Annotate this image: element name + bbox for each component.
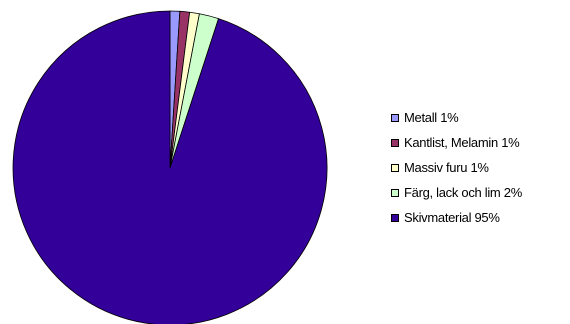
legend-item-0: Metall 1% [391, 105, 522, 130]
legend-swatch [391, 188, 399, 197]
legend-item-1: Kantlist, Melamin 1% [391, 130, 522, 155]
legend-swatch [391, 213, 399, 222]
pie-slice-4 [12, 10, 328, 324]
legend-item-3: Färg, lack och lim 2% [391, 180, 522, 205]
pie-slices [12, 10, 328, 324]
legend-swatch [391, 163, 399, 172]
legend: Metall 1% Kantlist, Melamin 1% Massiv furu… [391, 105, 522, 230]
legend-label: Skivmaterial 95% [404, 210, 500, 225]
legend-label: Massiv furu 1% [404, 160, 489, 175]
legend-label: Kantlist, Melamin 1% [404, 135, 520, 150]
legend-swatch [391, 113, 399, 122]
legend-swatch [391, 138, 399, 147]
legend-label: Färg, lack och lim 2% [404, 185, 522, 200]
legend-label: Metall 1% [404, 110, 459, 125]
legend-item-4: Skivmaterial 95% [391, 205, 522, 230]
legend-item-2: Massiv furu 1% [391, 155, 522, 180]
